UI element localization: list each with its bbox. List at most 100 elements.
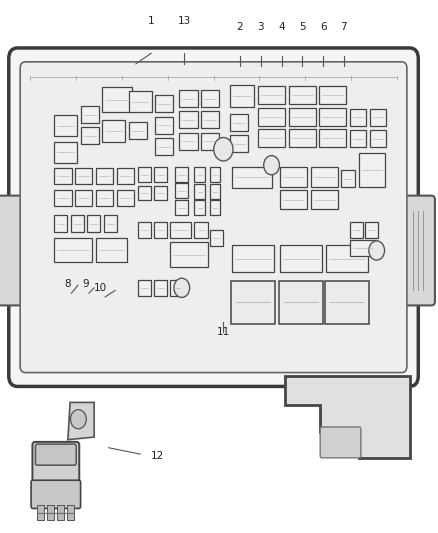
FancyBboxPatch shape bbox=[154, 222, 167, 238]
FancyBboxPatch shape bbox=[104, 215, 117, 232]
FancyBboxPatch shape bbox=[201, 90, 219, 107]
FancyBboxPatch shape bbox=[96, 168, 113, 184]
FancyBboxPatch shape bbox=[311, 167, 338, 187]
FancyBboxPatch shape bbox=[170, 222, 191, 238]
FancyBboxPatch shape bbox=[175, 167, 188, 182]
FancyBboxPatch shape bbox=[258, 108, 285, 126]
Polygon shape bbox=[285, 376, 410, 458]
FancyBboxPatch shape bbox=[311, 190, 338, 209]
FancyBboxPatch shape bbox=[404, 196, 435, 305]
FancyBboxPatch shape bbox=[129, 122, 147, 139]
Circle shape bbox=[71, 409, 86, 429]
FancyBboxPatch shape bbox=[320, 427, 361, 458]
Circle shape bbox=[369, 241, 385, 260]
FancyBboxPatch shape bbox=[81, 127, 99, 144]
FancyBboxPatch shape bbox=[210, 167, 220, 182]
FancyBboxPatch shape bbox=[350, 240, 376, 256]
FancyBboxPatch shape bbox=[175, 200, 188, 215]
FancyBboxPatch shape bbox=[31, 480, 81, 508]
FancyBboxPatch shape bbox=[81, 106, 99, 123]
FancyBboxPatch shape bbox=[232, 167, 272, 188]
Circle shape bbox=[264, 156, 279, 175]
FancyBboxPatch shape bbox=[280, 167, 307, 187]
FancyBboxPatch shape bbox=[155, 95, 173, 112]
FancyBboxPatch shape bbox=[87, 215, 100, 232]
FancyBboxPatch shape bbox=[57, 505, 64, 520]
Text: 7: 7 bbox=[340, 22, 347, 32]
FancyBboxPatch shape bbox=[194, 200, 205, 215]
FancyBboxPatch shape bbox=[179, 111, 198, 128]
FancyBboxPatch shape bbox=[210, 200, 220, 215]
FancyBboxPatch shape bbox=[117, 168, 134, 184]
FancyBboxPatch shape bbox=[175, 183, 188, 198]
FancyBboxPatch shape bbox=[370, 109, 386, 126]
FancyBboxPatch shape bbox=[54, 168, 72, 184]
FancyBboxPatch shape bbox=[279, 281, 323, 324]
Text: 11: 11 bbox=[217, 327, 230, 337]
FancyBboxPatch shape bbox=[96, 238, 127, 262]
FancyBboxPatch shape bbox=[54, 115, 77, 136]
FancyBboxPatch shape bbox=[47, 505, 54, 520]
FancyBboxPatch shape bbox=[210, 230, 223, 246]
FancyBboxPatch shape bbox=[138, 186, 151, 200]
FancyBboxPatch shape bbox=[155, 117, 173, 134]
FancyBboxPatch shape bbox=[179, 133, 198, 150]
FancyBboxPatch shape bbox=[102, 120, 125, 142]
FancyBboxPatch shape bbox=[231, 281, 275, 324]
FancyBboxPatch shape bbox=[138, 280, 151, 296]
FancyBboxPatch shape bbox=[194, 184, 205, 199]
FancyBboxPatch shape bbox=[319, 108, 346, 126]
Text: 2: 2 bbox=[237, 22, 244, 32]
Text: 10: 10 bbox=[94, 283, 107, 293]
FancyBboxPatch shape bbox=[155, 138, 173, 155]
FancyBboxPatch shape bbox=[54, 215, 67, 232]
Polygon shape bbox=[68, 402, 94, 440]
Circle shape bbox=[174, 278, 190, 297]
Text: 9: 9 bbox=[82, 279, 89, 289]
FancyBboxPatch shape bbox=[289, 129, 316, 147]
FancyBboxPatch shape bbox=[350, 109, 366, 126]
FancyBboxPatch shape bbox=[319, 86, 346, 104]
FancyBboxPatch shape bbox=[326, 245, 368, 272]
Text: 4: 4 bbox=[278, 22, 285, 32]
FancyBboxPatch shape bbox=[370, 130, 386, 147]
FancyBboxPatch shape bbox=[129, 91, 152, 112]
Text: 6: 6 bbox=[320, 22, 327, 32]
FancyBboxPatch shape bbox=[0, 196, 23, 305]
FancyBboxPatch shape bbox=[54, 238, 92, 262]
FancyBboxPatch shape bbox=[289, 86, 316, 104]
Text: 8: 8 bbox=[64, 279, 71, 289]
FancyBboxPatch shape bbox=[96, 190, 113, 206]
FancyBboxPatch shape bbox=[170, 242, 208, 267]
FancyBboxPatch shape bbox=[35, 444, 76, 465]
FancyBboxPatch shape bbox=[154, 186, 167, 200]
FancyBboxPatch shape bbox=[32, 442, 79, 488]
FancyBboxPatch shape bbox=[9, 48, 418, 386]
FancyBboxPatch shape bbox=[319, 129, 346, 147]
FancyBboxPatch shape bbox=[37, 505, 44, 520]
FancyBboxPatch shape bbox=[359, 153, 385, 187]
FancyBboxPatch shape bbox=[138, 222, 151, 238]
FancyBboxPatch shape bbox=[117, 190, 134, 206]
FancyBboxPatch shape bbox=[232, 245, 274, 272]
FancyBboxPatch shape bbox=[258, 129, 285, 147]
FancyBboxPatch shape bbox=[67, 505, 74, 520]
FancyBboxPatch shape bbox=[20, 62, 407, 373]
Text: 1: 1 bbox=[148, 15, 155, 26]
Circle shape bbox=[214, 138, 233, 161]
FancyBboxPatch shape bbox=[230, 135, 248, 152]
Text: 13: 13 bbox=[177, 15, 191, 26]
FancyBboxPatch shape bbox=[350, 130, 366, 147]
FancyBboxPatch shape bbox=[154, 167, 167, 182]
FancyBboxPatch shape bbox=[102, 87, 132, 112]
Text: 12: 12 bbox=[151, 451, 164, 461]
FancyBboxPatch shape bbox=[201, 111, 219, 128]
FancyBboxPatch shape bbox=[54, 142, 77, 163]
FancyBboxPatch shape bbox=[258, 86, 285, 104]
FancyBboxPatch shape bbox=[138, 167, 151, 182]
FancyBboxPatch shape bbox=[289, 108, 316, 126]
FancyBboxPatch shape bbox=[194, 222, 208, 238]
FancyBboxPatch shape bbox=[280, 190, 307, 209]
FancyBboxPatch shape bbox=[75, 168, 92, 184]
Text: 3: 3 bbox=[257, 22, 264, 32]
